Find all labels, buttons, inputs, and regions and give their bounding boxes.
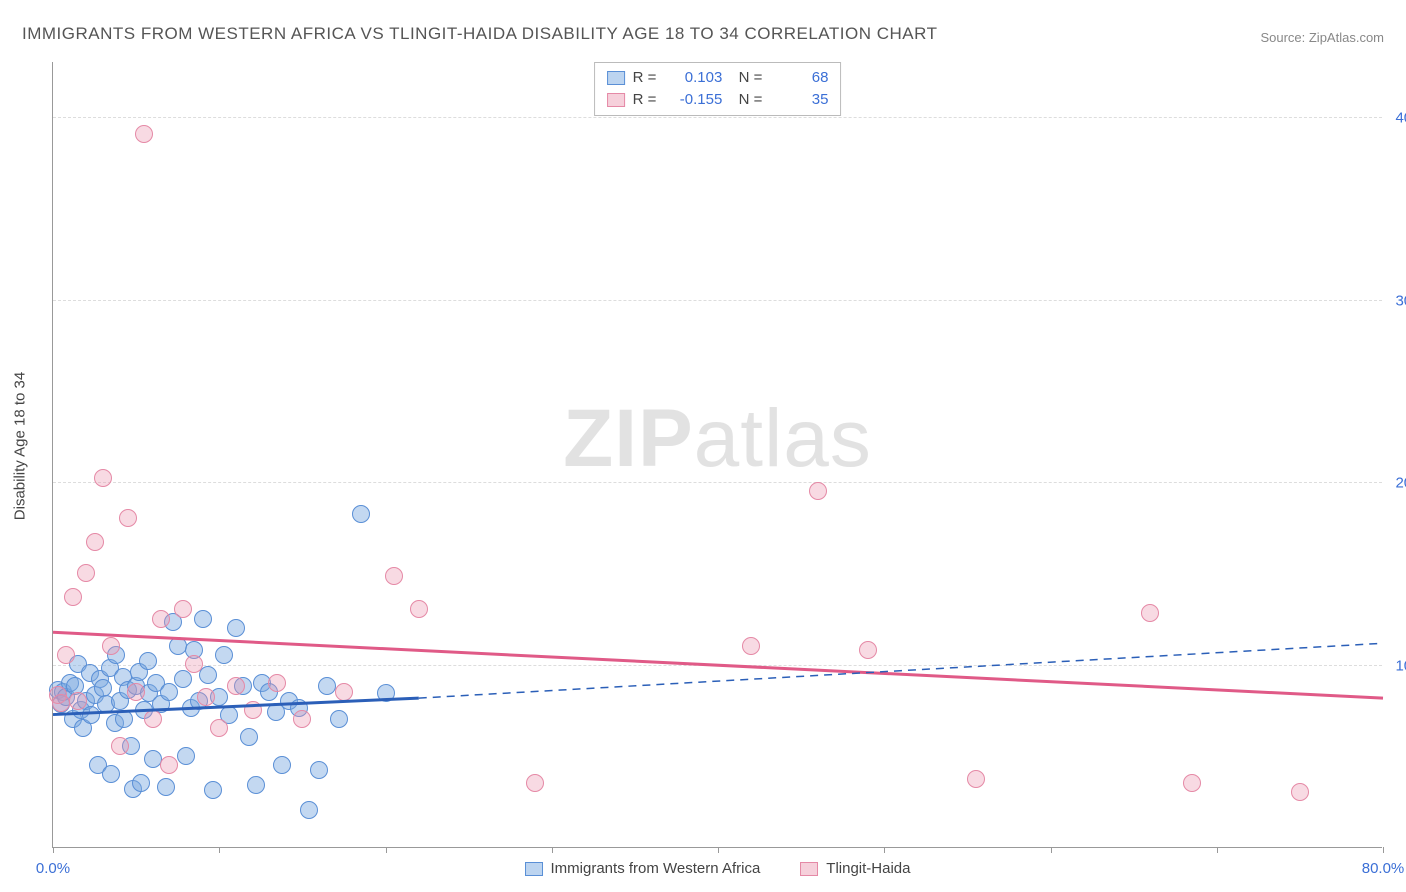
regression-lines xyxy=(53,62,1382,847)
xtick-label: 80.0% xyxy=(1362,860,1405,877)
xtick xyxy=(219,847,220,853)
plot-area: ZIPatlas R =0.103 N =68 R =-0.155 N =35 … xyxy=(52,62,1382,848)
swatch-series-0 xyxy=(607,71,625,85)
ytick-label: 40.0% xyxy=(1395,109,1406,126)
y-axis-label: Disability Age 18 to 34 xyxy=(12,372,29,520)
legend-item-0: Immigrants from Western Africa xyxy=(525,860,761,877)
xtick xyxy=(1383,847,1384,853)
xtick xyxy=(386,847,387,853)
legend-label: Immigrants from Western Africa xyxy=(551,860,761,877)
swatch-icon xyxy=(800,862,818,876)
xtick xyxy=(718,847,719,853)
ytick-label: 20.0% xyxy=(1395,475,1406,492)
ytick-label: 30.0% xyxy=(1395,292,1406,309)
xtick xyxy=(884,847,885,853)
chart-title: IMMIGRANTS FROM WESTERN AFRICA VS TLINGI… xyxy=(22,24,937,44)
xtick xyxy=(552,847,553,853)
swatch-series-1 xyxy=(607,93,625,107)
legend-item-1: Tlingit-Haida xyxy=(800,860,910,877)
source-label: Source: ZipAtlas.com xyxy=(1260,30,1384,45)
regression-line-0-solid xyxy=(53,698,419,714)
stats-row-1: R =-0.155 N =35 xyxy=(607,89,829,111)
xtick xyxy=(53,847,54,853)
stats-row-0: R =0.103 N =68 xyxy=(607,67,829,89)
swatch-icon xyxy=(525,862,543,876)
xtick xyxy=(1051,847,1052,853)
xtick xyxy=(1217,847,1218,853)
xtick-label: 0.0% xyxy=(36,860,70,877)
stats-legend: R =0.103 N =68 R =-0.155 N =35 xyxy=(594,62,842,116)
series-legend: Immigrants from Western Africa Tlingit-H… xyxy=(525,860,911,877)
ytick-label: 10.0% xyxy=(1395,658,1406,675)
legend-label: Tlingit-Haida xyxy=(826,860,910,877)
regression-line-1 xyxy=(53,632,1383,698)
